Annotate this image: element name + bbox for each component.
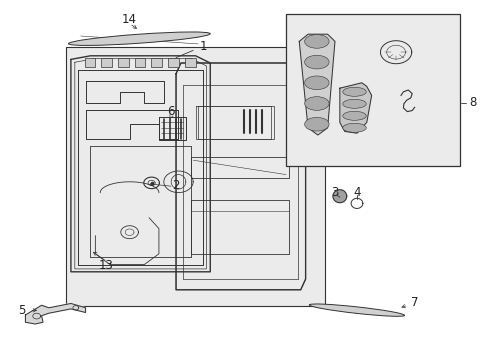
Ellipse shape <box>304 35 328 48</box>
Bar <box>134 58 145 67</box>
Ellipse shape <box>342 111 366 120</box>
Bar <box>101 58 112 67</box>
Text: 2: 2 <box>172 179 180 192</box>
Text: 10: 10 <box>420 85 434 98</box>
Text: 8: 8 <box>468 96 476 109</box>
Text: 1: 1 <box>199 40 206 53</box>
Text: 13: 13 <box>99 259 114 272</box>
Ellipse shape <box>304 117 328 131</box>
Text: 14: 14 <box>122 13 137 26</box>
Bar <box>118 58 128 67</box>
Polygon shape <box>332 190 346 203</box>
Text: 7: 7 <box>410 296 418 309</box>
Text: 9: 9 <box>391 21 399 33</box>
Bar <box>285 14 459 166</box>
Bar <box>151 58 162 67</box>
Ellipse shape <box>342 87 366 96</box>
Polygon shape <box>299 34 334 135</box>
Ellipse shape <box>342 123 366 132</box>
Bar <box>66 47 325 306</box>
Ellipse shape <box>304 76 328 90</box>
Polygon shape <box>25 303 85 324</box>
Text: 4: 4 <box>352 186 360 199</box>
Ellipse shape <box>304 97 328 110</box>
Ellipse shape <box>304 55 328 69</box>
Ellipse shape <box>68 32 210 45</box>
Bar <box>184 58 195 67</box>
Ellipse shape <box>342 99 366 108</box>
Text: 12: 12 <box>294 27 309 40</box>
Bar <box>84 58 95 67</box>
Text: 5: 5 <box>18 304 26 317</box>
Ellipse shape <box>309 304 404 316</box>
Text: 3: 3 <box>330 186 338 199</box>
Text: 11: 11 <box>347 133 362 146</box>
Text: 6: 6 <box>167 105 175 118</box>
Bar <box>168 58 179 67</box>
Polygon shape <box>339 83 371 133</box>
